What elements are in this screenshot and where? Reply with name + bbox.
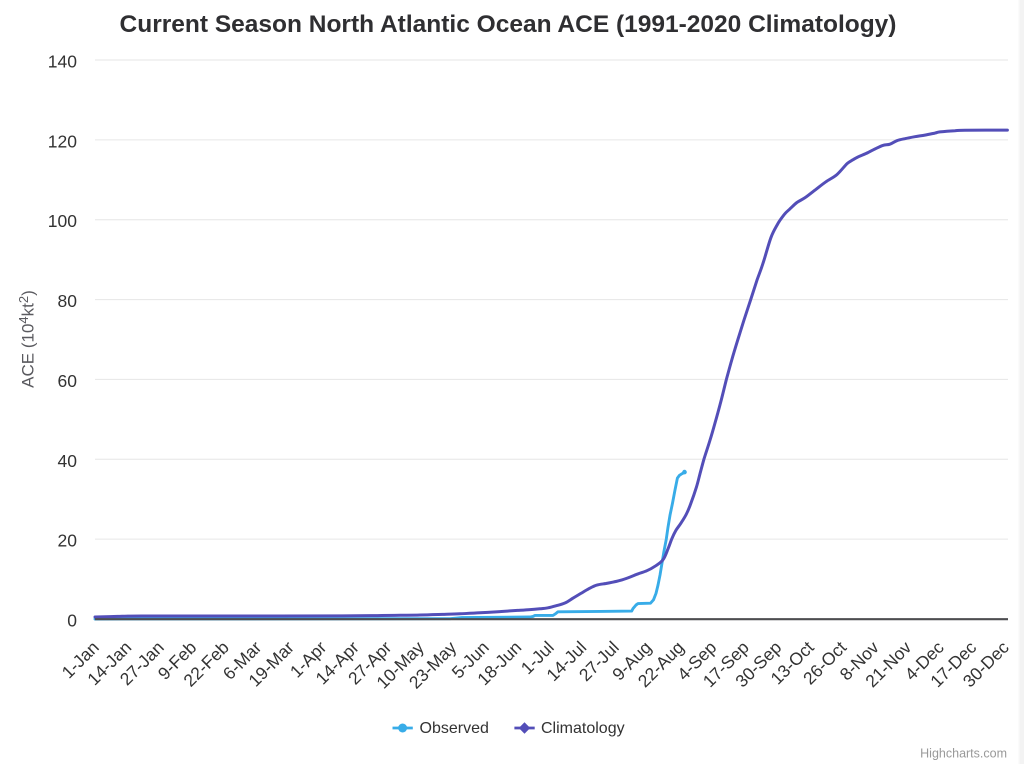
svg-text:40: 40 (58, 451, 78, 471)
svg-text:Observed: Observed (420, 720, 489, 737)
svg-text:Climatology: Climatology (541, 720, 625, 737)
svg-text:120: 120 (48, 131, 77, 151)
svg-text:100: 100 (48, 211, 77, 231)
svg-text:Current Season North Atlantic: Current Season North Atlantic Ocean ACE … (120, 11, 897, 38)
svg-text:60: 60 (58, 371, 78, 391)
svg-text:Highcharts.com: Highcharts.com (920, 747, 1007, 761)
svg-text:0: 0 (67, 611, 77, 631)
svg-text:140: 140 (48, 52, 77, 72)
svg-text:ACE (104kt2): ACE (104kt2) (16, 290, 38, 388)
svg-text:20: 20 (58, 531, 78, 551)
svg-text:80: 80 (58, 291, 78, 311)
